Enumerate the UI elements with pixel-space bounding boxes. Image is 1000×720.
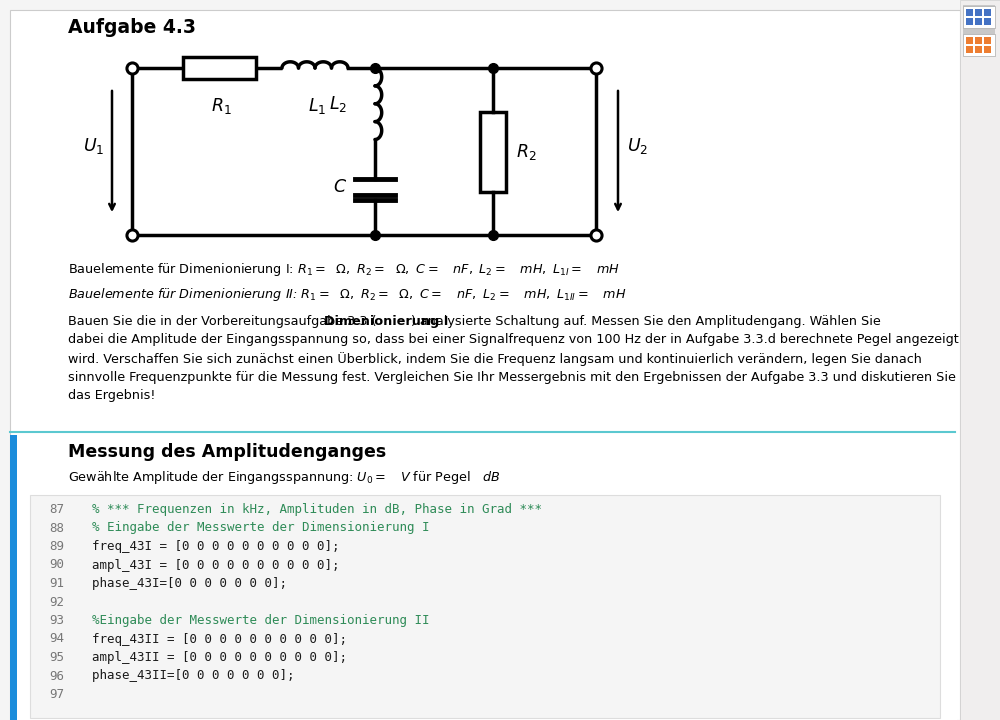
Bar [984,9,991,16]
Text: Bauen Sie die in der Vorbereitungsaufgabe 3.3 (: Bauen Sie die in der Vorbereitungsaufgab… [68,315,376,328]
Bar [975,18,982,25]
Bar [984,46,991,53]
Bar [966,46,973,53]
Bar [960,0,1000,720]
Text: Aufgabe 4.3: Aufgabe 4.3 [68,18,196,37]
Text: 95: 95 [49,651,64,664]
Text: % Eingabe der Messwerte der Dimensionierung I: % Eingabe der Messwerte der Dimensionier… [92,521,430,534]
Text: $R_1$: $R_1$ [211,96,232,116]
Bar [183,57,256,79]
Text: freq_43I = [0 0 0 0 0 0 0 0 0 0];: freq_43I = [0 0 0 0 0 0 0 0 0 0]; [92,540,340,553]
Text: wird. Verschaffen Sie sich zunächst einen Überblick, indem Sie die Frequenz lang: wird. Verschaffen Sie sich zunächst eine… [68,352,922,366]
Text: phase_43I=[0 0 0 0 0 0 0];: phase_43I=[0 0 0 0 0 0 0]; [92,577,287,590]
Bar [963,34,995,56]
Bar [966,18,973,25]
Bar [966,9,973,16]
Text: Gewählte Amplitude der Eingangsspannung: $U_0 =\ \ $ $V$ für Pegel$\quad dB$: Gewählte Amplitude der Eingangsspannung:… [68,469,500,486]
Text: 87: 87 [49,503,64,516]
Bar [480,112,506,192]
Bar [963,5,995,40]
Bar [966,37,973,44]
Text: $U_2$: $U_2$ [627,137,649,156]
Text: $R_2$: $R_2$ [516,142,537,161]
Text: %Eingabe der Messwerte der Dimensionierung II: %Eingabe der Messwerte der Dimensionieru… [92,614,430,627]
Text: 94: 94 [49,632,64,646]
Text: dabei die Amplitude der Eingangsspannung so, dass bei einer Signalfrequenz von 1: dabei die Amplitude der Eingangsspannung… [68,333,959,346]
Text: 97: 97 [49,688,64,701]
Text: freq_43II = [0 0 0 0 0 0 0 0 0 0];: freq_43II = [0 0 0 0 0 0 0 0 0 0]; [92,632,347,646]
Text: 92: 92 [49,595,64,608]
Text: 96: 96 [49,670,64,683]
Text: Bauen Sie die in der Vorbereitungsaufgabe 3.3 (: Bauen Sie die in der Vorbereitungsaufgab… [68,315,376,328]
Text: das Ergebnis!: das Ergebnis! [68,389,155,402]
Bar [984,18,991,25]
Bar [30,495,940,718]
Text: 93: 93 [49,614,64,627]
Text: Dimenionierung I: Dimenionierung I [324,315,449,328]
Text: % *** Frequenzen in kHz, Amplituden in dB, Phase in Grad ***: % *** Frequenzen in kHz, Amplituden in d… [92,503,542,516]
Text: ) analysierte Schaltung auf. Messen Sie den Amplitudengang. Wählen Sie: ) analysierte Schaltung auf. Messen Sie … [411,315,881,328]
Text: $L_1$: $L_1$ [308,96,326,116]
Bar [10,435,17,720]
Text: 88: 88 [49,521,64,534]
Bar [984,37,991,44]
Text: phase_43II=[0 0 0 0 0 0 0];: phase_43II=[0 0 0 0 0 0 0]; [92,670,294,683]
Text: Messung des Amplitudenganges: Messung des Amplitudenganges [68,443,386,461]
Text: Bauelemente für Dimenionierung I: $R_1 =\ \ \Omega,\ R_2 =\ \ \Omega,\ C =\ \ \ : Bauelemente für Dimenionierung I: $R_1 =… [68,261,620,278]
Text: $U_1$: $U_1$ [83,137,105,156]
Text: ampl_43I = [0 0 0 0 0 0 0 0 0 0];: ampl_43I = [0 0 0 0 0 0 0 0 0 0]; [92,559,340,572]
Bar [963,6,995,28]
Bar [17,435,957,720]
Text: sinnvolle Frequenzpunkte für die Messung fest. Vergleichen Sie Ihr Messergebnis : sinnvolle Frequenzpunkte für die Messung… [68,371,956,384]
Bar [975,46,982,53]
Text: Bauelemente für Dimenionierung II: $R_1 =\ \ \Omega,\ R_2 =\ \ \Omega,\ C =\ \ \: Bauelemente für Dimenionierung II: $R_1 … [68,286,626,303]
Text: 89: 89 [49,540,64,553]
Text: 90: 90 [49,559,64,572]
Bar [975,9,982,16]
Text: $C$: $C$ [333,179,347,197]
Text: $L_2$: $L_2$ [329,94,347,114]
Text: 91: 91 [49,577,64,590]
Bar [975,37,982,44]
Text: ampl_43II = [0 0 0 0 0 0 0 0 0 0];: ampl_43II = [0 0 0 0 0 0 0 0 0 0]; [92,651,347,664]
